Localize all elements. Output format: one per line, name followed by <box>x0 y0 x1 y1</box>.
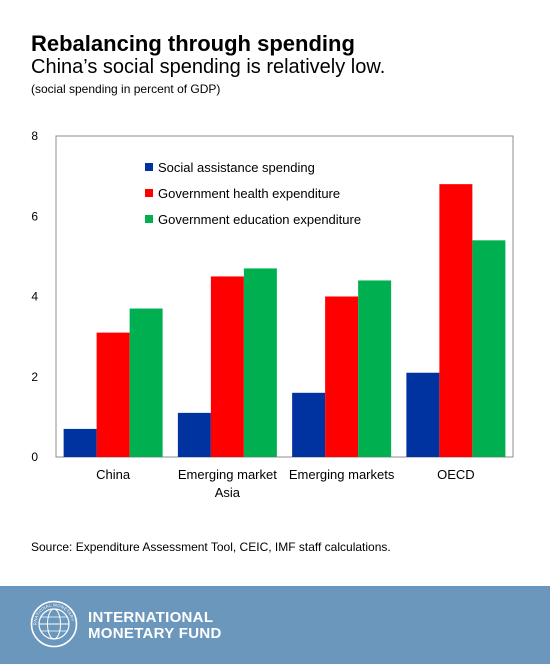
brand-line-1: INTERNATIONAL <box>88 609 214 626</box>
legend-swatch-1 <box>145 163 153 171</box>
y-tick-label-2: 4 <box>31 290 38 304</box>
legend-label-3: Government education expenditure <box>158 212 361 227</box>
brand-line-2: MONETARY FUND <box>88 625 222 642</box>
legend-label-2: Government health expenditure <box>158 186 340 201</box>
legend-swatch-2 <box>145 189 153 197</box>
bar-2-4 <box>439 184 473 457</box>
bar-3-4 <box>472 240 506 457</box>
bar-1-3 <box>292 392 326 457</box>
imf-wordmark: INTERNATIONAL MONETARY FUND <box>88 610 222 642</box>
bar-1-4 <box>406 372 440 457</box>
bar-1-1 <box>63 428 97 457</box>
chart-subtitle: China’s social spending is relatively lo… <box>31 56 386 78</box>
bar-chart: 0 2 4 6 8 China Emerging market Asia Emerging ma… <box>31 129 514 500</box>
y-tick-label-1: 2 <box>31 370 38 384</box>
x-category-label-4-1: OECD <box>437 467 475 482</box>
bar-3-1 <box>129 308 163 457</box>
y-tick-label-0: 0 <box>31 450 38 464</box>
bar-2-1 <box>96 332 130 457</box>
plot-frame <box>55 135 514 458</box>
bar-2-2 <box>210 276 244 457</box>
x-category-label-1-1: China <box>96 467 131 482</box>
chart-title: Rebalancing through spending <box>31 31 355 56</box>
x-category-label-2-1: Emerging market <box>178 467 277 482</box>
plot-area: 0 2 4 6 8 China Emerging market Asia Emerging ma… <box>31 129 514 500</box>
y-tick-label-3: 6 <box>31 209 38 223</box>
x-category-label-2-2: Asia <box>215 485 241 500</box>
bar-1-2 <box>177 412 211 457</box>
y-tick-label-4: 8 <box>31 129 38 143</box>
bar-3-2 <box>243 268 277 457</box>
legend-label-1: Social assistance spending <box>158 160 315 175</box>
footer-banner: INTERNATIONAL MONETARY FUND INTERNATIONA… <box>0 586 550 664</box>
chart-note: (social spending in percent of GDP) <box>31 82 221 96</box>
bar-3-3 <box>358 280 392 457</box>
imf-seal-icon: INTERNATIONAL MONETARY FUND <box>30 600 78 648</box>
x-category-label-3-1: Emerging markets <box>289 467 395 482</box>
source-note: Source: Expenditure Assessment Tool, CEI… <box>31 540 391 554</box>
bar-2-3 <box>325 296 359 457</box>
legend-swatch-3 <box>145 215 153 223</box>
